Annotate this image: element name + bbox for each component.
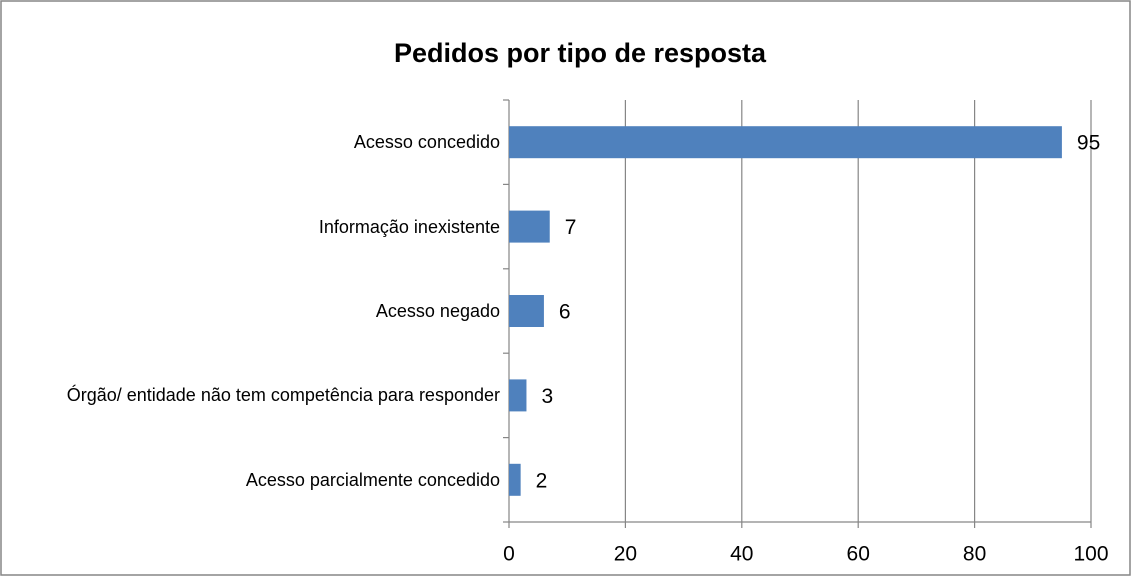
bar	[509, 126, 1062, 159]
bar	[509, 295, 544, 327]
y-tick-label: Informação inexistente	[318, 216, 500, 237]
data-label: 3	[541, 385, 553, 408]
y-tick-label: Órgão/ entidade não tem competência para…	[66, 385, 500, 406]
bar	[509, 210, 550, 243]
x-tick-label: 20	[614, 543, 637, 566]
y-tick-label: Acesso negado	[375, 300, 500, 321]
chart-title: Pedidos por tipo de resposta	[394, 38, 767, 68]
data-label: 95	[1077, 132, 1100, 155]
data-label: 6	[559, 301, 571, 324]
x-tick-label: 40	[730, 543, 753, 566]
data-label: 7	[565, 216, 577, 239]
x-tick-label: 0	[503, 543, 515, 566]
data-label: 2	[536, 469, 548, 492]
y-tick-label: Acesso parcialmente concedido	[245, 469, 500, 490]
x-tick-label: 100	[1073, 543, 1108, 566]
x-tick-label: 80	[963, 543, 986, 566]
bar	[509, 463, 521, 496]
x-tick-label: 60	[847, 543, 870, 566]
bar	[509, 379, 527, 412]
y-tick-label: Acesso concedido	[353, 132, 500, 153]
